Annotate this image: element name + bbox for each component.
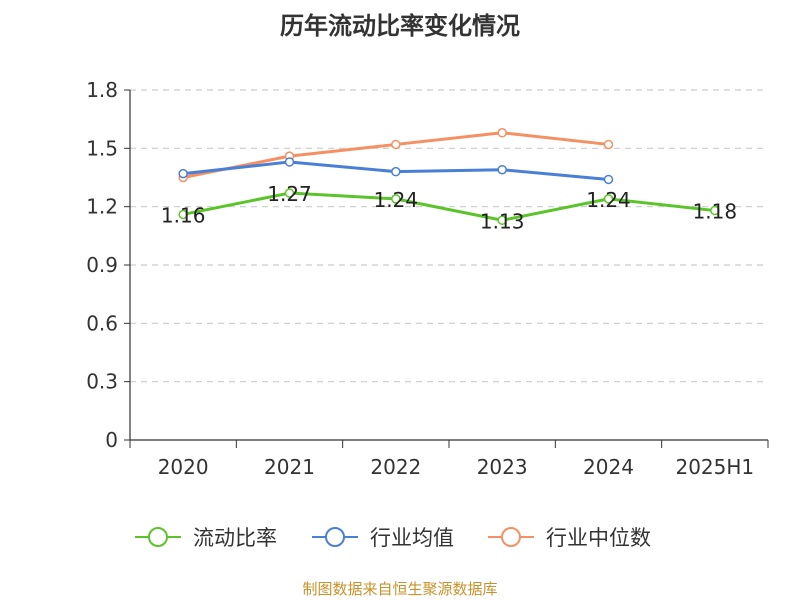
y-tick-label: 0.9 (86, 253, 118, 277)
x-tick-label: 2020 (158, 455, 209, 479)
x-tick-label: 2024 (583, 455, 634, 479)
data-label: 1.13 (480, 209, 525, 233)
data-label: 1.16 (161, 203, 206, 227)
legend-swatch-marker (501, 527, 521, 547)
data-point[interactable] (710, 205, 720, 216)
data-point[interactable] (603, 194, 614, 204)
data-point[interactable] (391, 194, 401, 204)
data-point[interactable] (284, 157, 295, 167)
data-point[interactable] (497, 215, 507, 226)
data-label: 1.24 (374, 188, 419, 212)
y-tick-label: 1.8 (86, 78, 118, 102)
x-tick-label: 2021 (264, 455, 315, 479)
data-point[interactable] (603, 139, 614, 150)
series-line-1 (182, 191, 715, 222)
data-source-note: 制图数据来自恒生聚源数据库 (302, 580, 498, 598)
data-point[interactable] (178, 168, 188, 179)
data-point[interactable] (391, 139, 401, 150)
data-point[interactable] (391, 166, 401, 177)
x-tick-label: 2022 (370, 455, 421, 479)
legend-label[interactable]: 行业中位数 (546, 526, 651, 550)
y-tick-label: 1.5 (86, 136, 118, 160)
data-label: 1.24 (586, 188, 631, 212)
chart-title: 历年流动比率变化情况 (280, 12, 520, 40)
y-tick-label: 0 (105, 428, 118, 452)
data-label: 1.27 (267, 182, 312, 206)
y-tick-label: 1.2 (86, 195, 118, 219)
data-point[interactable] (603, 174, 614, 185)
data-label: 1.18 (693, 200, 738, 224)
data-point[interactable] (497, 164, 507, 175)
data-point[interactable] (497, 128, 507, 138)
legend-swatch-marker (325, 527, 345, 547)
data-point[interactable] (178, 209, 188, 220)
legend-label[interactable]: 流动比率 (193, 526, 277, 550)
y-tick-label: 0.6 (86, 311, 118, 335)
x-tick-label: 2025H1 (675, 455, 754, 479)
x-tick-label: 2023 (477, 455, 528, 479)
y-tick-label: 0.3 (86, 370, 118, 394)
legend-label[interactable]: 行业均值 (370, 526, 454, 550)
legend-swatch-marker (148, 527, 168, 547)
data-point[interactable] (284, 188, 295, 198)
